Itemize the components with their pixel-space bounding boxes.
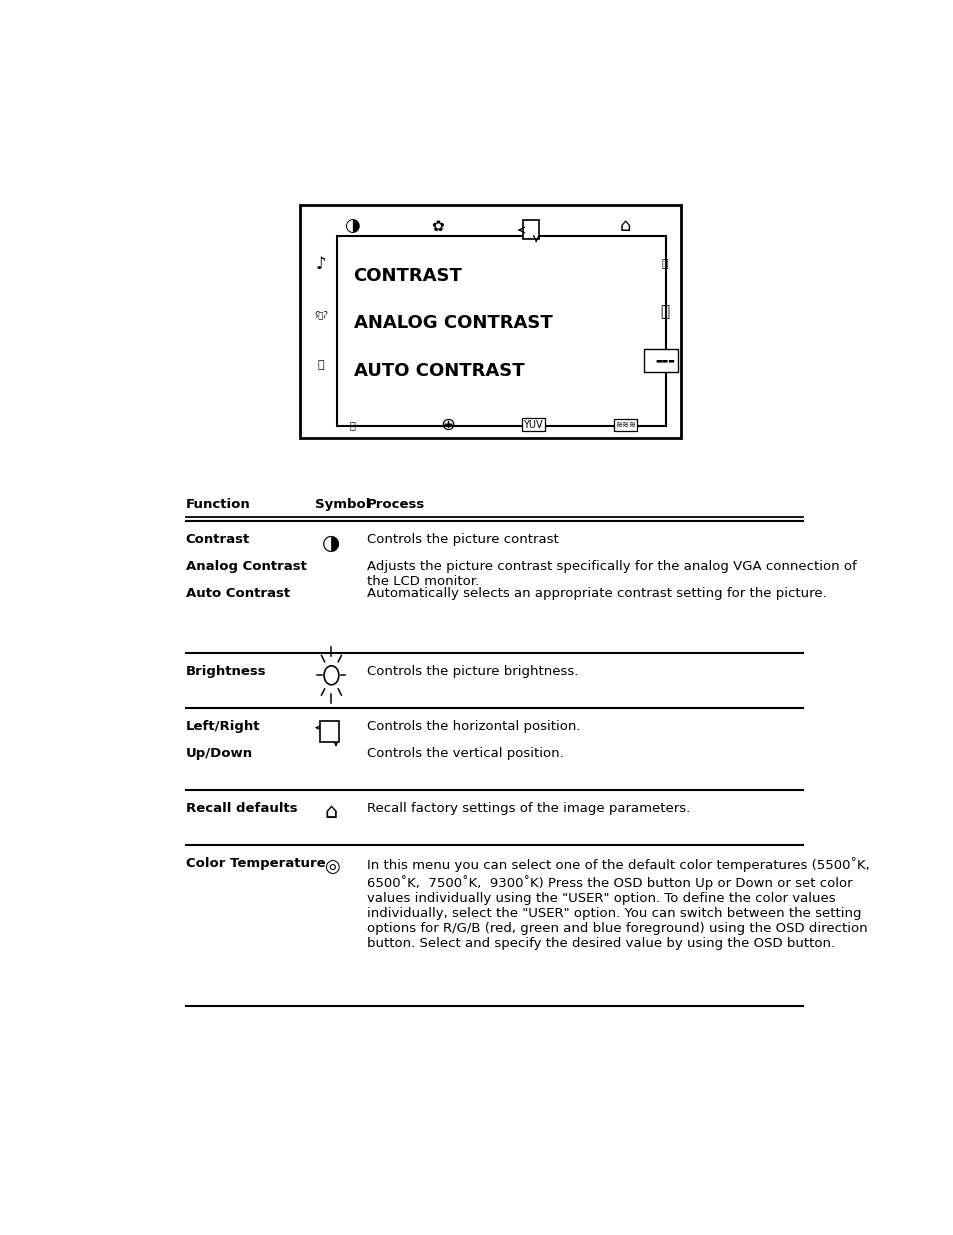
- Text: Auto Contrast: Auto Contrast: [186, 587, 290, 599]
- Bar: [300, 205, 680, 438]
- Text: Color Temperature: Color Temperature: [186, 857, 325, 871]
- Text: Up/Down: Up/Down: [186, 747, 253, 760]
- Text: ⊕: ⊕: [440, 416, 456, 433]
- Bar: [522, 221, 538, 238]
- Text: Brightness: Brightness: [186, 666, 266, 678]
- Text: ◑: ◑: [322, 534, 340, 553]
- Text: ⓘ: ⓘ: [659, 304, 669, 320]
- Text: AUTO CONTRAST: AUTO CONTRAST: [354, 362, 524, 379]
- Text: ANALOG CONTRAST: ANALOG CONTRAST: [354, 314, 552, 332]
- Bar: [319, 721, 338, 742]
- Text: ◎: ◎: [323, 858, 339, 877]
- Text: Contrast: Contrast: [186, 534, 250, 546]
- Text: Controls the horizontal position.: Controls the horizontal position.: [367, 720, 579, 734]
- Text: Left/Right: Left/Right: [186, 720, 260, 734]
- Text: ♪: ♪: [315, 256, 326, 273]
- Text: ⌂: ⌂: [619, 217, 631, 235]
- Bar: [643, 348, 678, 372]
- Text: Recall factory settings of the image parameters.: Recall factory settings of the image par…: [367, 802, 689, 815]
- Text: 🔈: 🔈: [317, 361, 324, 370]
- Text: ✿: ✿: [431, 219, 443, 233]
- Text: Recall defaults: Recall defaults: [186, 802, 297, 815]
- Text: ▬▬▬: ▬▬▬: [655, 357, 674, 363]
- Text: Adjusts the picture contrast specifically for the analog VGA connection of
the L: Adjusts the picture contrast specificall…: [367, 559, 856, 588]
- Text: 🎥: 🎥: [349, 420, 355, 430]
- Text: Controls the vertical position.: Controls the vertical position.: [367, 747, 563, 760]
- Text: In this menu you can select one of the default color temperatures (5500˚K,
6500˚: In this menu you can select one of the d…: [367, 857, 869, 950]
- Text: CONTRAST: CONTRAST: [354, 267, 462, 284]
- Text: ʕᴥʔ: ʕᴥʔ: [314, 310, 328, 319]
- Text: Automatically selects an appropriate contrast setting for the picture.: Automatically selects an appropriate con…: [367, 587, 826, 599]
- Text: ≋≋≋: ≋≋≋: [615, 420, 636, 430]
- Text: Controls the picture brightness.: Controls the picture brightness.: [367, 666, 578, 678]
- Text: 🎨: 🎨: [660, 259, 667, 269]
- Text: Controls the picture contrast: Controls the picture contrast: [367, 534, 558, 546]
- Text: ◑: ◑: [344, 217, 359, 235]
- Text: Analog Contrast: Analog Contrast: [186, 559, 306, 573]
- Text: YUV: YUV: [523, 420, 542, 430]
- Text: Symbol: Symbol: [314, 499, 370, 511]
- Text: ⌂: ⌂: [324, 803, 337, 823]
- Bar: [337, 236, 665, 426]
- Text: Process: Process: [367, 499, 425, 511]
- Text: Function: Function: [186, 499, 251, 511]
